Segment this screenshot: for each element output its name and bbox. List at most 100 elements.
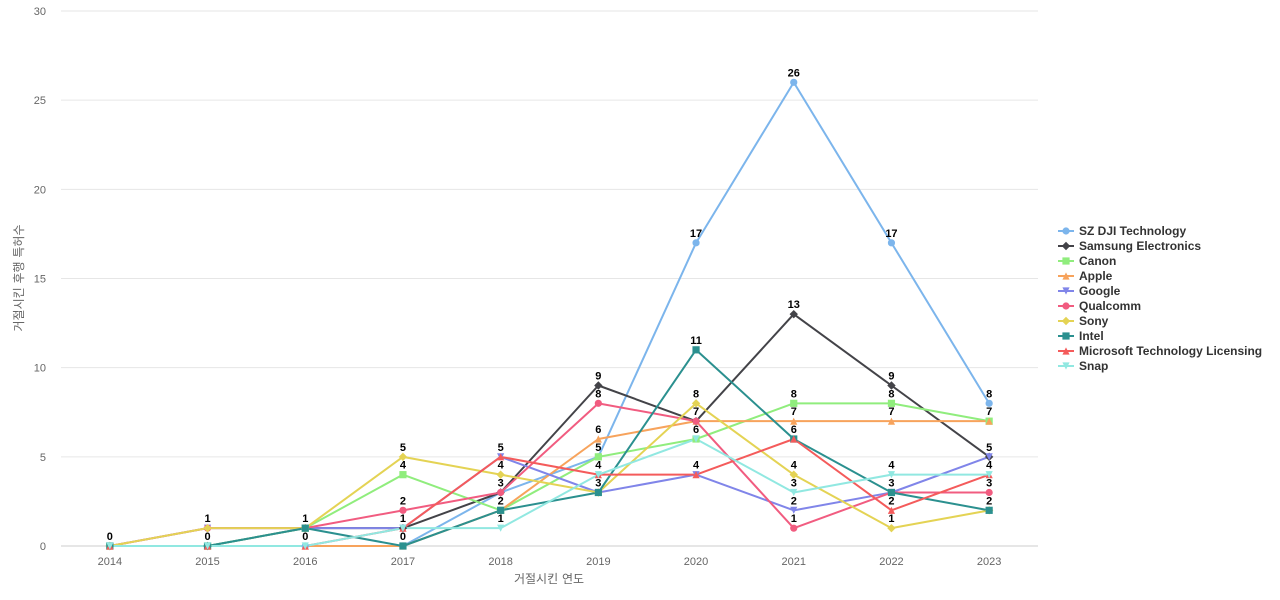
data-point-sz-dji-technology — [790, 78, 798, 86]
data-label: 2 — [498, 495, 504, 507]
data-point-samsung-electronics — [594, 381, 603, 390]
data-label: 4 — [595, 460, 602, 472]
legend-label: SZ DJI Technology — [1079, 224, 1186, 238]
legend-label: Apple — [1079, 269, 1113, 283]
data-point-sony — [203, 523, 212, 533]
data-label: 17 — [885, 228, 897, 240]
legend-marker — [1062, 362, 1070, 370]
legend-marker — [1062, 302, 1070, 310]
y-tick-label: 5 — [40, 452, 46, 464]
data-point-microsoft-technology-licensing — [497, 453, 505, 461]
data-label: 7 — [791, 406, 797, 418]
legend-marker — [1062, 227, 1070, 235]
data-point-apple — [790, 417, 798, 425]
data-point-snap — [301, 542, 309, 550]
data-point-sony — [496, 470, 505, 479]
data-point-qualcomm — [985, 488, 993, 497]
legend-label: Snap — [1079, 359, 1108, 373]
data-label: 6 — [791, 424, 797, 436]
data-label: 4 — [986, 460, 993, 472]
legend-marker — [1062, 332, 1070, 340]
data-label: 8 — [693, 388, 699, 400]
data-point-sz-dji-technology — [985, 399, 993, 407]
data-point-snap — [887, 471, 896, 479]
data-label: 2 — [986, 495, 992, 507]
data-point-samsung-electronics — [789, 309, 798, 319]
x-tick-label: 2020 — [684, 556, 708, 568]
legend-item-canon[interactable]: Canon — [1058, 254, 1116, 268]
legend-label: Google — [1079, 284, 1121, 298]
data-point-canon — [887, 399, 896, 407]
data-label: 26 — [788, 67, 800, 79]
legend-item-google[interactable]: Google — [1058, 284, 1121, 298]
legend-label: Samsung Electronics — [1079, 239, 1201, 253]
data-point-qualcomm — [594, 399, 602, 407]
data-label: 13 — [788, 299, 800, 311]
data-label: 5 — [986, 442, 992, 454]
series-lines — [109, 81, 991, 547]
y-tick-label: 10 — [34, 363, 46, 375]
legend-item-qualcomm[interactable]: Qualcomm — [1058, 299, 1141, 313]
x-tick-label: 2023 — [977, 556, 1001, 568]
legend-item-intel[interactable]: Intel — [1058, 329, 1104, 343]
data-label: 11 — [690, 335, 702, 347]
data-label: 7 — [986, 406, 992, 418]
data-point-google — [985, 453, 993, 461]
x-tick-labels: 2014 2015 2016 2017 2018 2019 2020 2021 2022 2023 — [98, 556, 1002, 568]
data-point-intel — [497, 506, 505, 514]
series-line-sz-dji-technology — [109, 81, 991, 547]
legend-marker — [1061, 316, 1071, 326]
legend-label: Sony — [1079, 314, 1109, 328]
x-tick-label: 2016 — [293, 556, 317, 568]
data-point-intel — [301, 524, 309, 532]
data-label: 9 — [888, 371, 894, 383]
x-tick-label: 2018 — [488, 556, 512, 568]
legend-item-apple[interactable]: Apple — [1058, 269, 1113, 283]
x-tick-label: 2021 — [782, 556, 806, 568]
data-point-samsung-electronics — [887, 381, 896, 390]
series-line-snap — [109, 438, 990, 547]
data-label: 1 — [888, 513, 894, 525]
data-point-microsoft-technology-licensing — [887, 506, 896, 514]
y-tick-labels: 0 5 10 15 20 25 30 — [34, 6, 46, 553]
data-point-sony — [789, 470, 798, 479]
x-tick-label: 2015 — [195, 556, 219, 568]
data-label: 4 — [400, 460, 407, 472]
data-label: 1 — [400, 513, 406, 525]
legend-label: Intel — [1079, 329, 1104, 343]
data-point-qualcomm — [497, 488, 505, 497]
y-axis-title: 거절시킨 후행 특허수 — [11, 225, 26, 332]
data-label: 4 — [888, 460, 895, 472]
legend-item-sz-dji-technology[interactable]: SZ DJI Technology — [1058, 224, 1186, 238]
data-label: 4 — [791, 460, 798, 472]
data-point-apple — [985, 417, 993, 425]
legend-item-microsoft-technology-licensing[interactable]: Microsoft Technology Licensing — [1058, 344, 1262, 358]
data-point-snap — [497, 524, 505, 532]
data-point-intel — [887, 488, 896, 497]
data-point-sony — [887, 523, 896, 533]
x-tick-label: 2022 — [879, 556, 903, 568]
data-label: 5 — [498, 442, 504, 454]
legend-label: Qualcomm — [1079, 299, 1141, 313]
y-tick-label: 30 — [34, 6, 46, 18]
data-point-sz-dji-technology — [692, 239, 700, 247]
x-tick-label: 2014 — [98, 556, 122, 568]
grid-lines — [61, 10, 1038, 458]
legend-item-snap[interactable]: Snap — [1058, 359, 1108, 373]
data-label: 1 — [302, 513, 308, 525]
data-label: 6 — [595, 424, 601, 436]
legend-item-samsung-electronics[interactable]: Samsung Electronics — [1058, 239, 1201, 253]
data-point-canon — [790, 399, 798, 407]
series-markers — [105, 78, 994, 551]
legend-item-sony[interactable]: Sony — [1058, 314, 1109, 328]
data-point-google — [790, 506, 798, 514]
data-label: 4 — [693, 460, 700, 472]
data-label: 6 — [693, 424, 699, 436]
data-label: 5 — [400, 442, 406, 454]
data-point-intel — [399, 542, 407, 550]
data-point-sony — [398, 452, 408, 462]
y-tick-label: 20 — [34, 184, 46, 196]
data-label: 3 — [888, 478, 894, 490]
